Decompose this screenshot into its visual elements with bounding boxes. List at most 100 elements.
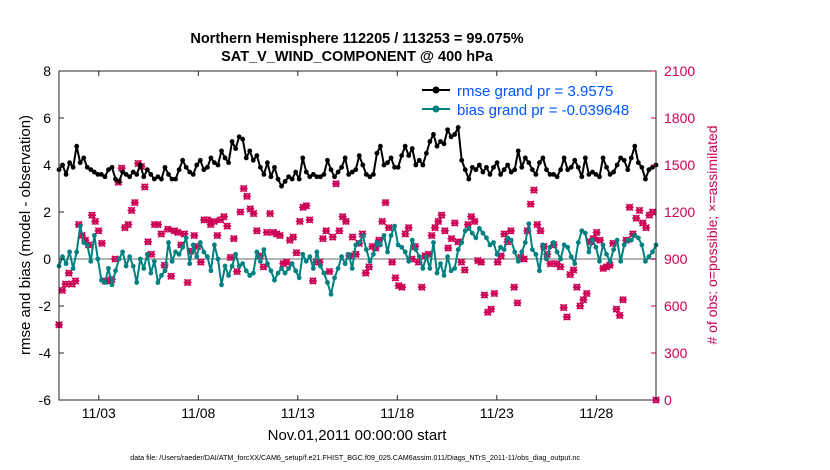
bias-point [646,254,652,260]
bias-point [293,268,299,274]
rmse-point [321,172,327,177]
bias-point [628,237,634,243]
rmse-point [190,172,196,177]
obs-assimilated-marker [328,233,337,241]
obs-assimilated-marker [64,269,73,277]
obs-assimilated-marker [635,206,644,215]
rmse-point [590,169,595,175]
rmse-point [130,169,136,175]
rmse-point [370,172,376,177]
obs-assimilated-marker [226,253,235,262]
rmse-point [257,164,263,170]
bias-point [88,258,94,264]
bias-point [116,256,122,262]
obs-assimilated-marker [579,295,588,304]
rmse-point [194,162,200,168]
rmse-point [201,167,207,173]
obs-assimilated-marker [526,200,535,208]
bias-point [254,249,260,255]
obs-assimilated-marker [246,205,255,213]
y-tick-label: 4 [43,157,51,173]
obs-assimilated-marker [447,234,456,243]
bias-point [233,251,239,257]
obs-assimilated-marker [562,313,571,321]
bias-point [643,258,648,264]
bias-point [554,249,560,255]
rmse-point [162,164,168,170]
rmse-point [395,164,401,170]
rmse-point [646,167,652,173]
rmse-point [579,174,585,180]
obs-assimilated-marker [210,217,219,226]
y-tick-label: 8 [43,63,51,79]
rmse-point [413,162,419,168]
bias-point [321,270,327,276]
rmse-point [515,148,521,154]
rmse-point [416,157,422,163]
obs-assimilated-marker [638,219,647,227]
data-file-footer: data file: /Users/raeder/DAI/ATM_forcXX/… [130,453,580,462]
rmse-point [268,174,274,180]
bias-point [346,251,352,257]
rmse-point [95,172,101,177]
obs-assimilated-marker [384,223,393,232]
rmse-point [544,167,549,173]
rmse-point [650,164,655,170]
obs-assimilated-marker [124,220,133,229]
obs-assimilated-marker [431,223,440,232]
bias-point [229,263,235,269]
rmse-point [187,169,193,175]
obs-assimilated-marker [167,272,176,280]
rmse-point [526,160,532,166]
legend-rmse-marker [432,86,440,94]
bias-point [339,254,345,260]
obs-assimilated-marker [559,303,568,312]
bias-point [459,240,465,245]
rmse-point [106,167,111,173]
obs-assimilated-marker [510,283,519,291]
obs-assimilated-marker [292,248,301,257]
bias-point [197,240,203,245]
rmse-point [480,169,486,175]
y-tick-label: 6 [43,110,51,126]
bias-point [385,249,390,255]
rmse-point [77,160,83,166]
bias-point [190,242,196,248]
bias-point [423,254,429,260]
y2-tick-label: 0 [664,392,672,408]
obs-assimilated-marker [401,230,410,238]
obs-assimilated-marker [361,269,370,277]
bias-point [533,251,539,257]
rmse-point [593,172,599,177]
rmse-point [293,169,299,175]
rmse-point [173,176,178,182]
rmse-point [505,162,511,168]
bias-point [561,242,567,248]
obs-assimilated-marker [71,277,80,285]
rmse-point [431,132,436,137]
rmse-point [98,172,104,177]
bias-point [590,237,595,243]
rmse-point [286,174,292,180]
bias-point [597,258,602,264]
obs-assimilated-marker [391,274,400,282]
obs-assimilated-marker [533,220,542,229]
bias-point [469,230,475,236]
obs-assimilated-marker [642,223,651,232]
rmse-point [498,172,503,177]
bias-point [378,242,383,248]
bias-point [639,242,645,248]
rmse-point [462,167,468,173]
bias-point [98,277,104,283]
rmse-point [374,150,380,156]
rmse-point [180,157,186,163]
rmse-point [448,134,454,140]
obs-assimilated-marker [190,231,199,240]
rmse-point [159,176,164,182]
obs-assimilated-marker [318,234,327,243]
bias-point [512,249,518,255]
bias-point [476,226,482,231]
rmse-point [600,155,606,161]
rmse-point [551,172,556,177]
x-tick-label: 11/03 [82,405,116,421]
